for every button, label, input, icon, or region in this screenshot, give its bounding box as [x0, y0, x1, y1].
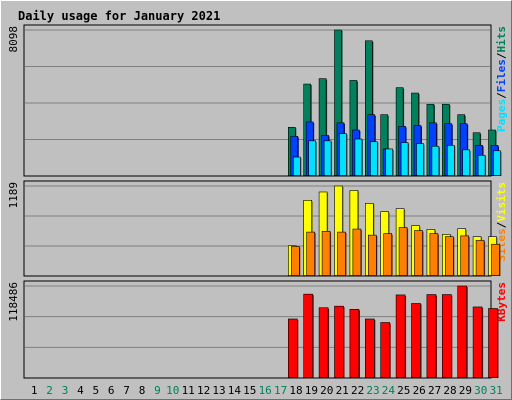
- day-label-10: 10: [166, 384, 179, 397]
- day-label-12: 12: [197, 384, 210, 397]
- day-label-20: 20: [320, 384, 333, 397]
- bar-kbytes-day-20: [318, 307, 329, 378]
- bar-pages-day-18: [292, 156, 301, 176]
- day-label-31: 31: [490, 384, 503, 397]
- day-label-11: 11: [182, 384, 195, 397]
- day-label-15: 15: [243, 384, 256, 397]
- bar-kbytes-day-21: [334, 305, 344, 378]
- day-label-23: 23: [366, 384, 379, 397]
- day-label-24: 24: [382, 384, 396, 397]
- day-label-5: 5: [92, 384, 99, 397]
- bar-pages-day-27: [431, 145, 440, 176]
- panel-bottom: 118486 KBytes: [7, 280, 508, 379]
- bar-sites-day-29: [460, 235, 470, 276]
- day-label-25: 25: [397, 384, 410, 397]
- day-label-18: 18: [289, 384, 302, 397]
- day-label-4: 4: [77, 384, 84, 397]
- bar-pages-day-28: [446, 145, 455, 176]
- bar-pages-day-21: [339, 133, 347, 176]
- bar-pages-day-22: [354, 138, 363, 176]
- bar-pages-day-20: [323, 140, 332, 176]
- bar-kbytes-day-19: [303, 293, 314, 378]
- bar-kbytes-day-30: [472, 306, 483, 378]
- bar-kbytes-day-24: [380, 322, 391, 378]
- bar-kbytes-day-26: [411, 303, 421, 378]
- x-axis-day-labels: 1 2 3 4 5 6 7 8 9 10 11 12 13 14 15 16 17 18 19 20 21 22 23 24 2…: [31, 384, 503, 397]
- bar-sites-day-31: [491, 243, 500, 276]
- day-label-14: 14: [228, 384, 242, 397]
- day-label-16: 16: [259, 384, 272, 397]
- bar-sites-day-27: [429, 233, 439, 276]
- bar-pages-day-25: [400, 142, 409, 176]
- bar-pages-day-29: [462, 149, 471, 176]
- day-label-13: 13: [212, 384, 225, 397]
- y-max-label-bottom: 118486: [7, 282, 20, 322]
- bar-sites-day-25: [398, 227, 408, 276]
- day-label-8: 8: [139, 384, 146, 397]
- legend-part: Visits: [495, 182, 508, 222]
- bar-kbytes-day-29: [457, 285, 468, 378]
- day-label-6: 6: [108, 384, 115, 397]
- legend-part: Pages: [495, 99, 508, 132]
- bar-sites-day-30: [475, 240, 485, 276]
- bar-sites-day-18: [290, 246, 300, 276]
- day-label-17: 17: [274, 384, 287, 397]
- day-label-1: 1: [31, 384, 38, 397]
- bar-kbytes-day-25: [395, 294, 406, 378]
- bar-pages-day-30: [477, 154, 486, 176]
- y-max-label-middle: 1189: [7, 182, 20, 209]
- bar-sites-day-22: [352, 228, 362, 276]
- day-label-27: 27: [428, 384, 441, 397]
- day-label-19: 19: [305, 384, 318, 397]
- bar-sites-day-20: [321, 231, 331, 276]
- chart-panels: 8098Pages/Files/Hits1189Sites/Visits1184…: [7, 24, 508, 379]
- bar-pages-day-26: [416, 143, 424, 176]
- legend-part: Hits: [495, 26, 508, 53]
- chart-title: Daily usage for January 2021: [18, 9, 220, 23]
- legend-part: /: [495, 52, 508, 59]
- bar-kbytes-day-31: [488, 308, 498, 378]
- bar-kbytes-day-22: [349, 308, 360, 378]
- bar-kbytes-day-18: [287, 318, 298, 378]
- bar-kbytes-day-23: [364, 318, 375, 378]
- bar-kbytes-day-28: [441, 294, 452, 378]
- legend-part: /: [495, 221, 508, 228]
- series-legend-top: Pages/Files/Hits: [495, 26, 508, 132]
- bar-sites-day-28: [444, 236, 454, 276]
- day-label-26: 26: [413, 384, 426, 397]
- legend-part: Files: [495, 59, 508, 92]
- bar-pages-day-23: [369, 141, 378, 176]
- bar-sites-day-23: [367, 234, 377, 276]
- bar-pages-day-19: [308, 140, 317, 176]
- day-label-9: 9: [154, 384, 161, 397]
- bar-sites-day-19: [306, 231, 316, 276]
- day-label-30: 30: [474, 384, 487, 397]
- day-label-3: 3: [62, 384, 69, 397]
- day-label-7: 7: [123, 384, 130, 397]
- day-label-28: 28: [443, 384, 456, 397]
- day-label-29: 29: [459, 384, 472, 397]
- bar-pages-day-31: [493, 150, 501, 176]
- legend-part: /: [495, 92, 508, 99]
- bar-pages-day-24: [385, 148, 394, 176]
- bar-sites-day-21: [337, 231, 346, 276]
- day-label-21: 21: [336, 384, 349, 397]
- day-label-22: 22: [351, 384, 364, 397]
- bar-kbytes-day-27: [426, 294, 437, 378]
- bar-sites-day-24: [383, 233, 393, 276]
- y-max-label-top: 8098: [7, 26, 20, 53]
- bar-sites-day-26: [414, 230, 423, 276]
- day-label-2: 2: [46, 384, 53, 397]
